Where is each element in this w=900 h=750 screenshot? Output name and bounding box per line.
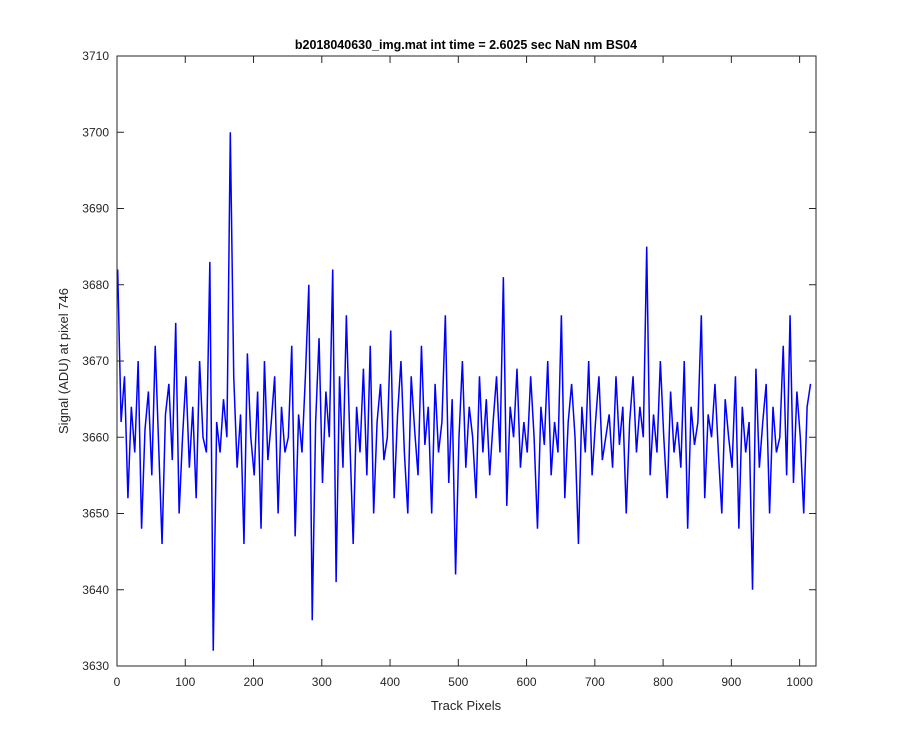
y-axis-ticks: 3630 3640 3650 3660 3670 3680 3690 3700 3710	[82, 49, 816, 673]
y-tick-label: 3660	[82, 430, 109, 444]
x-tick-label: 800	[653, 675, 673, 689]
x-tick-label: 900	[721, 675, 741, 689]
y-axis-label: Signal (ADU) at pixel 746	[56, 288, 71, 434]
x-axis-label: Track Pixels	[431, 698, 502, 713]
x-tick-label: 1000	[786, 675, 813, 689]
y-tick-label: 3690	[82, 202, 109, 216]
chart-title: b2018040630_img.mat int time = 2.6025 se…	[295, 38, 637, 52]
x-tick-label: 400	[380, 675, 400, 689]
x-tick-label: 0	[114, 675, 121, 689]
x-tick-label: 500	[448, 675, 468, 689]
y-tick-label: 3650	[82, 507, 109, 521]
plot-area	[117, 56, 816, 666]
y-tick-label: 3640	[82, 583, 109, 597]
x-tick-label: 600	[517, 675, 537, 689]
x-tick-label: 700	[585, 675, 605, 689]
x-tick-label: 200	[244, 675, 264, 689]
y-tick-label: 3630	[82, 659, 109, 673]
y-tick-label: 3680	[82, 278, 109, 292]
x-tick-label: 300	[312, 675, 332, 689]
x-axis-ticks: 0 100 200 300 400 500 600 700 800 900 1000	[114, 56, 813, 689]
y-tick-label: 3710	[82, 49, 109, 63]
series-layer	[116, 132, 812, 651]
y-tick-label: 3670	[82, 354, 109, 368]
x-tick-label: 100	[175, 675, 195, 689]
series-line-0	[116, 132, 812, 651]
y-tick-label: 3700	[82, 125, 109, 139]
